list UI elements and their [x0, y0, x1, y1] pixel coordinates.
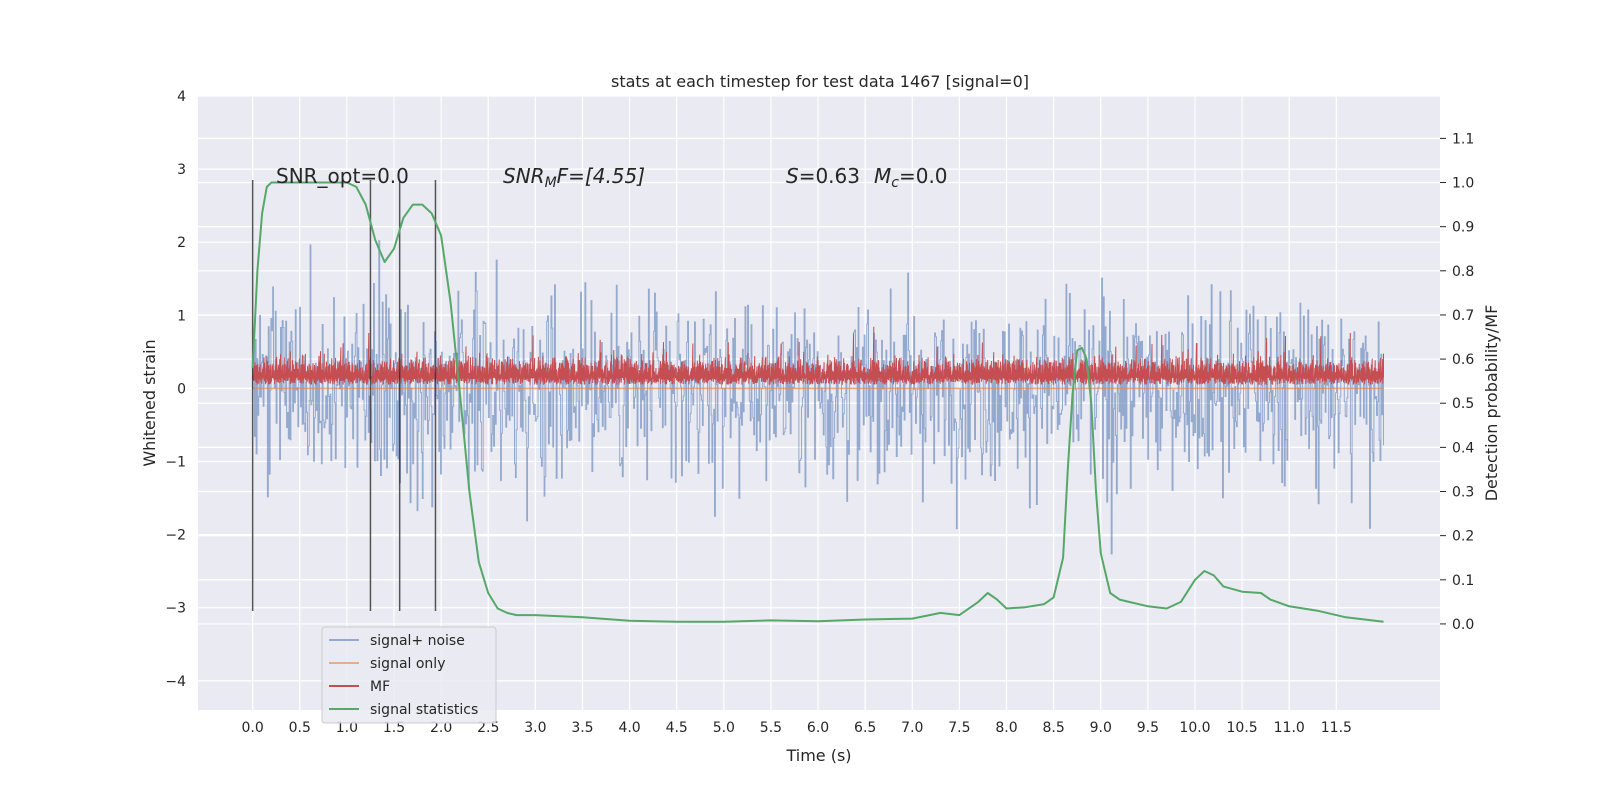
- y-left-tick-label: 4: [177, 89, 186, 105]
- x-tick-label: 8.0: [995, 720, 1017, 736]
- x-tick-label: 11.5: [1321, 720, 1352, 736]
- x-tick-label: 11.0: [1274, 720, 1305, 736]
- y-right-tick-label: 0.0: [1452, 617, 1474, 633]
- y-right-tick-label: 0.1: [1452, 573, 1474, 589]
- y-right-tick-label: 0.5: [1452, 396, 1474, 412]
- x-axis-label: Time (s): [785, 746, 851, 765]
- annotation-snr-mf: SNRMF=[4.55]: [503, 164, 645, 191]
- x-tick-label: 5.0: [713, 720, 735, 736]
- x-tick-label: 9.5: [1137, 720, 1159, 736]
- x-tick-labels: 0.0 0.5 1.0 1.5 2.0 2.5 3.0 3.5 4.0 4.5 5.0 5.5 6.0 6…: [242, 720, 1352, 736]
- x-tick-label: 7.0: [901, 720, 923, 736]
- legend-label-signal-statistics: signal statistics: [370, 702, 478, 718]
- chart-title: stats at each timestep for test data 146…: [611, 72, 1029, 91]
- x-tick-label: 1.0: [336, 720, 358, 736]
- y-right-tick-label: 1.0: [1452, 176, 1474, 192]
- y-left-tick-label: 0: [177, 381, 186, 397]
- legend-label-mf: MF: [370, 679, 390, 695]
- y-left-tick-label: −3: [165, 601, 186, 617]
- y-right-tick-label: 0.3: [1452, 485, 1474, 501]
- y-right-tick-label: 0.9: [1452, 220, 1474, 236]
- x-tick-label: 0.5: [289, 720, 311, 736]
- y-left-tick-label: 1: [177, 308, 186, 324]
- y-left-tick-label: 3: [177, 162, 186, 178]
- signal-statistics-line: [251, 181, 1384, 623]
- x-tick-label: 8.5: [1043, 720, 1065, 736]
- x-tick-label: 3.5: [571, 720, 593, 736]
- y-left-tick-label: 2: [177, 235, 186, 251]
- legend-label-signal-noise: signal+ noise: [370, 633, 465, 649]
- annotation-snr-opt: SNR_opt=0.0: [276, 164, 409, 188]
- annotation-s-mc: S=0.63 Mc=0.0: [786, 164, 948, 191]
- x-tick-label: 1.5: [383, 720, 405, 736]
- x-tick-label: 2.0: [430, 720, 452, 736]
- legend-box: [321, 626, 497, 724]
- y-right-tick-labels: 1.1 1.0 0.9 0.8 0.7 0.6 0.5 0.4 0.3 0.2 0.1 0.0: [1440, 131, 1474, 633]
- x-tick-label: 3.0: [524, 720, 546, 736]
- y-right-tick-label: 0.4: [1452, 440, 1474, 456]
- y-left-tick-label: −4: [165, 674, 186, 690]
- x-tick-label: 2.5: [477, 720, 499, 736]
- x-tick-label: 5.5: [760, 720, 782, 736]
- y-left-tick-label: −1: [165, 454, 186, 470]
- mf-series: [252, 326, 1384, 385]
- y-left-tick-label: −2: [165, 528, 186, 544]
- y-right-tick-label: 0.7: [1452, 308, 1474, 324]
- y-right-tick-label: 0.2: [1452, 529, 1474, 545]
- vertical-markers: [251, 180, 437, 611]
- x-tick-label: 10.5: [1227, 720, 1258, 736]
- y-right-tick-label: 0.6: [1452, 352, 1474, 368]
- y-axis-left-label: Whitened strain: [140, 339, 159, 466]
- signal-statistics-series: [251, 181, 1384, 623]
- legend-label-signal-only: signal only: [370, 656, 445, 672]
- x-tick-label: 4.5: [666, 720, 688, 736]
- legend: signal+ noise signal only MF signal stat…: [321, 626, 497, 724]
- y-left-tick-labels: 4 3 2 1 0 −1 −2 −3 −4: [165, 89, 186, 690]
- x-tick-label: 4.0: [618, 720, 640, 736]
- x-tick-label: 6.5: [854, 720, 876, 736]
- y-right-tick-label: 0.8: [1452, 264, 1474, 280]
- y-right-tick-label: 1.1: [1452, 131, 1474, 147]
- x-tick-label: 6.0: [807, 720, 829, 736]
- mf-line: [252, 326, 1384, 385]
- x-tick-label: 0.0: [242, 720, 264, 736]
- x-tick-label: 7.5: [948, 720, 970, 736]
- x-tick-label: 10.0: [1179, 720, 1210, 736]
- x-tick-label: 9.0: [1090, 720, 1112, 736]
- y-axis-right-label: Detection probability/MF: [1482, 305, 1501, 502]
